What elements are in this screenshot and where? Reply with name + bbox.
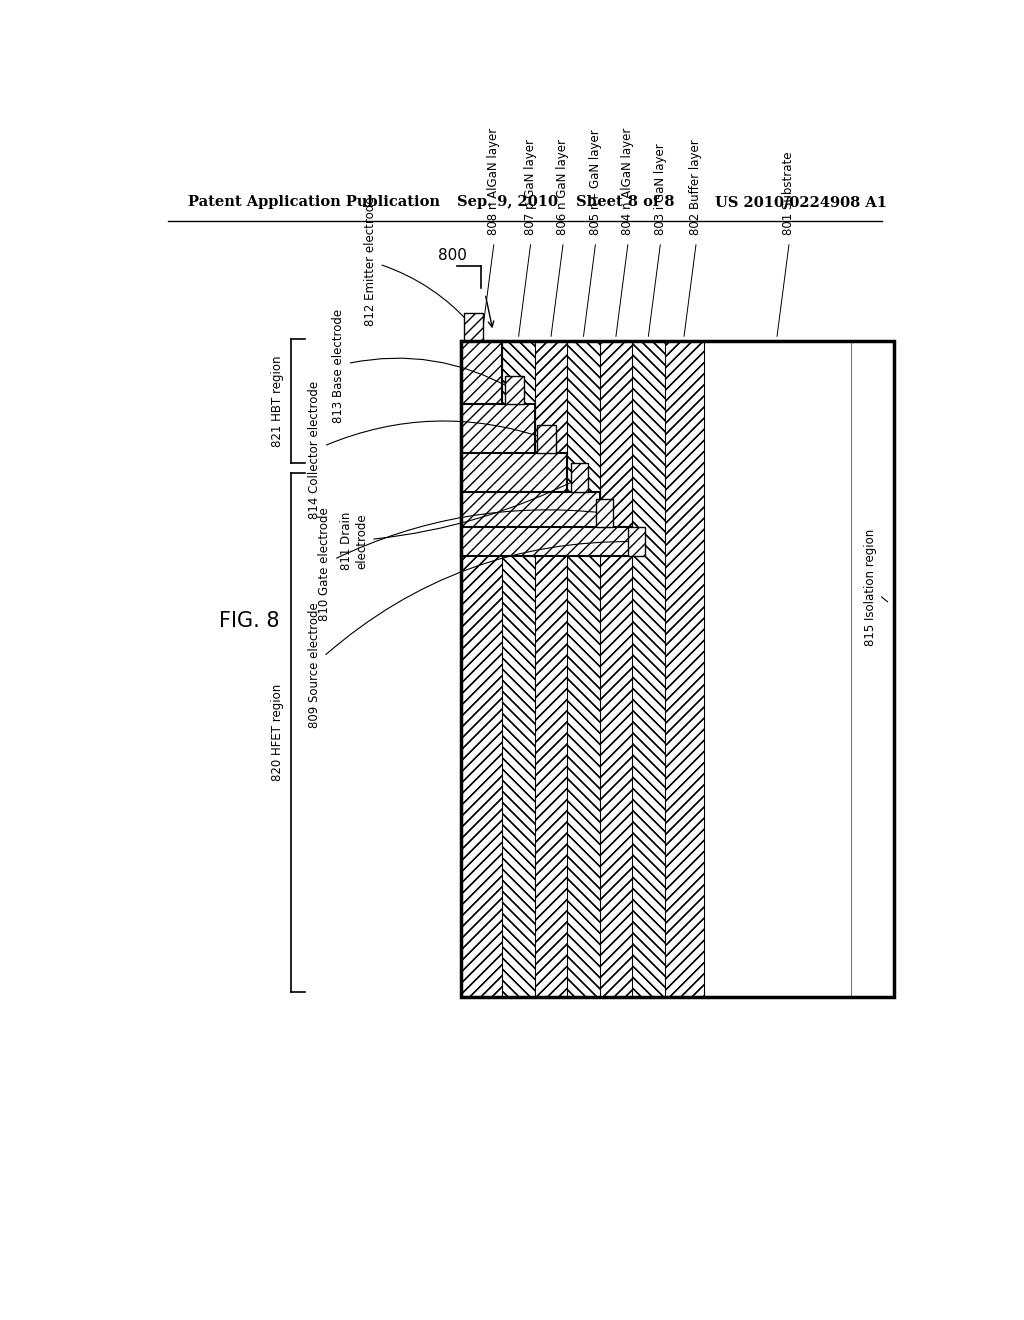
Text: Patent Application Publication: Patent Application Publication [187,195,439,209]
Bar [665,342,703,997]
Text: 820 HFET region: 820 HFET region [271,684,285,781]
Text: 802 Buffer layer: 802 Buffer layer [689,139,702,235]
Text: 800: 800 [437,248,466,263]
Bar [535,342,567,997]
Bar [632,342,665,997]
Text: FIG. 8: FIG. 8 [219,611,280,631]
Bar [505,376,524,404]
Bar [567,342,600,997]
Bar [632,342,665,997]
Text: 814 Collector electrode: 814 Collector electrode [308,381,544,519]
Text: 801 Substrate: 801 Substrate [782,150,796,235]
Bar [538,425,556,453]
Bar [464,313,482,342]
Bar [505,376,524,404]
Text: 804 n AlGaN layer: 804 n AlGaN layer [622,127,634,235]
Bar [535,342,567,997]
Bar [461,342,503,997]
Bar [461,528,632,556]
Bar [665,342,703,997]
Bar [571,463,589,492]
Text: 811 Drain
electrode: 811 Drain electrode [340,479,579,570]
Text: US 2010/0224908 A1: US 2010/0224908 A1 [715,195,887,209]
Text: 805 n+ GaN layer: 805 n+ GaN layer [589,129,602,235]
Bar [461,342,894,997]
Text: 815 Isolation region: 815 Isolation region [863,529,888,647]
Text: 807 p GaN layer: 807 p GaN layer [524,139,537,235]
Bar [600,342,632,997]
Text: 806 n GaN layer: 806 n GaN layer [556,139,569,235]
Bar [461,404,535,453]
Bar [503,342,535,997]
Bar [632,342,665,997]
Bar [567,342,600,997]
Text: 812 Emitter electrode: 812 Emitter electrode [364,197,471,326]
Text: 821 HBT region: 821 HBT region [271,355,285,447]
Text: 810 Gate electrode: 810 Gate electrode [318,507,602,620]
Bar [461,528,632,556]
Text: Sheet 8 of 8: Sheet 8 of 8 [577,195,675,209]
Bar [600,342,632,997]
Bar [535,342,567,997]
Bar [571,463,589,492]
Bar [461,342,503,997]
Bar [503,342,535,997]
Text: 809 Source electrode: 809 Source electrode [308,541,635,727]
Bar [461,492,600,528]
Text: Sep. 9, 2010: Sep. 9, 2010 [458,195,558,209]
Bar [503,342,535,997]
Bar [703,342,851,997]
Bar [628,528,645,556]
Bar [665,342,703,997]
Bar [596,499,613,528]
Text: 808 n AlGaN layer: 808 n AlGaN layer [487,128,501,235]
Bar [461,342,503,404]
Bar [461,453,567,492]
Bar [538,425,556,453]
Bar [628,528,645,556]
Bar [461,404,535,453]
Text: 803 i GaN layer: 803 i GaN layer [653,143,667,235]
Bar [464,313,482,342]
Bar [567,342,600,997]
Bar [461,342,503,404]
Bar [461,453,567,492]
Bar [461,492,600,528]
Bar [461,342,503,997]
Bar [600,342,632,997]
Text: 813 Base electrode: 813 Base electrode [332,309,512,422]
Bar [596,499,613,528]
